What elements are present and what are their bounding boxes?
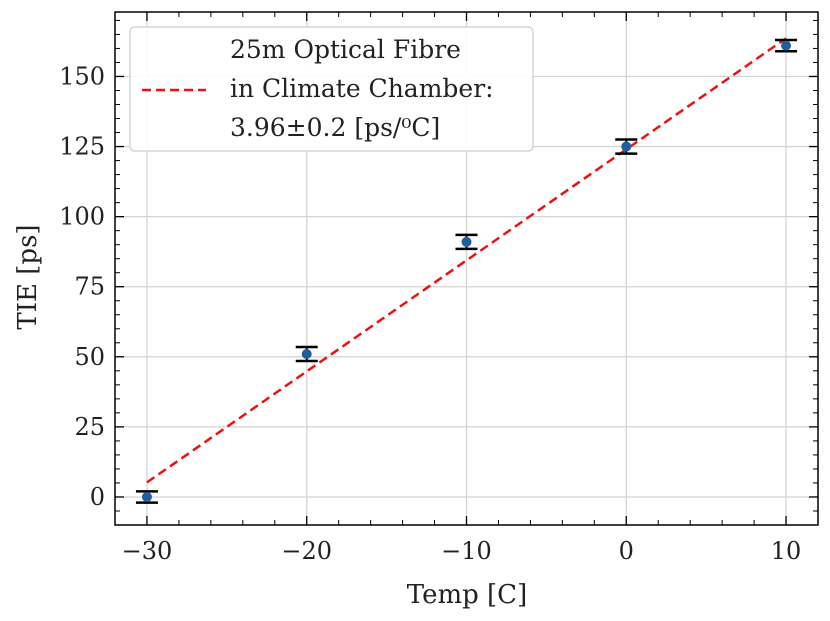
- y-tick-label: 75: [74, 273, 105, 301]
- data-point: [141, 491, 152, 502]
- x-tick-label: −30: [122, 537, 173, 565]
- y-axis-label: TIE [ps]: [13, 224, 43, 329]
- legend-line-3: 3.96±0.2 [ps/⁰C]: [230, 113, 440, 142]
- legend: 25m Optical Fibre in Climate Chamber: 3.…: [129, 26, 534, 152]
- x-tick-label: −10: [441, 537, 492, 565]
- x-tick-label: 0: [619, 537, 634, 565]
- y-tick-label: 0: [90, 483, 105, 511]
- legend-line-2: in Climate Chamber:: [230, 74, 494, 103]
- y-tick-label: 25: [74, 413, 105, 441]
- legend-line-1: 25m Optical Fibre: [230, 35, 461, 64]
- x-tick-label: −20: [281, 537, 332, 565]
- y-tick-label: 150: [59, 62, 105, 90]
- data-point: [621, 141, 632, 152]
- y-tick-label: 125: [59, 133, 105, 161]
- fit-line: [146, 37, 787, 484]
- x-axis-label: Temp [C]: [407, 580, 527, 610]
- fit-line-layer: [146, 37, 787, 484]
- data-point: [461, 236, 472, 247]
- x-tick-label: 10: [771, 537, 802, 565]
- data-points: [141, 40, 792, 502]
- legend-box: [129, 26, 534, 152]
- y-tick-label: 50: [74, 343, 105, 371]
- data-point: [301, 349, 312, 359]
- data-point: [781, 40, 792, 51]
- y-tick-label: 100: [59, 203, 105, 231]
